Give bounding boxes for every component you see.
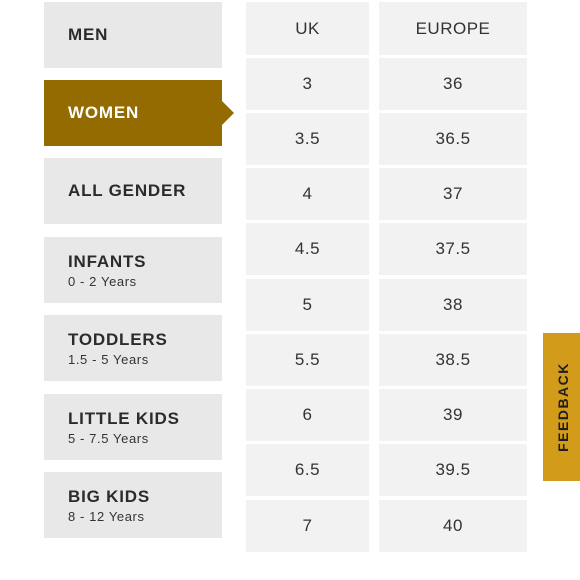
cell-europe: 37	[379, 168, 527, 220]
cell-europe: 36.5	[379, 113, 527, 165]
cell-uk: 6.5	[246, 444, 369, 496]
category-little-kids[interactable]: LITTLE KIDS 5 - 7.5 Years	[44, 394, 222, 460]
header-uk: UK	[246, 2, 369, 55]
cell-uk: 6	[246, 389, 369, 441]
category-label: ALL GENDER	[68, 181, 187, 200]
cell-uk: 4	[246, 168, 369, 220]
category-label: BIG KIDS	[68, 486, 150, 506]
category-age-range: 5 - 7.5 Years	[68, 430, 149, 446]
cell-uk: 3.5	[246, 113, 369, 165]
cell-uk: 5	[246, 279, 369, 331]
cell-uk: 4.5	[246, 223, 369, 275]
category-men[interactable]: MEN	[44, 2, 222, 68]
cell-europe: 40	[379, 500, 527, 552]
category-toddlers[interactable]: TODDLERS 1.5 - 5 Years	[44, 315, 222, 381]
category-age-range: 0 - 2 Years	[68, 273, 137, 289]
cell-europe: 39	[379, 389, 527, 441]
cell-uk: 5.5	[246, 334, 369, 386]
header-europe: EUROPE	[379, 2, 527, 55]
category-age-range: 8 - 12 Years	[68, 508, 145, 524]
cell-uk: 3	[246, 58, 369, 110]
category-age-range: 1.5 - 5 Years	[68, 351, 149, 367]
category-infants[interactable]: INFANTS 0 - 2 Years	[44, 237, 222, 303]
category-label: MEN	[68, 25, 109, 44]
feedback-button[interactable]: FEEDBACK	[543, 333, 580, 481]
feedback-label: FEEDBACK	[555, 362, 571, 452]
category-women[interactable]: WOMEN	[44, 80, 234, 146]
category-label: WOMEN	[68, 103, 140, 122]
category-all-gender[interactable]: ALL GENDER	[44, 158, 222, 224]
category-label: TODDLERS	[68, 329, 168, 349]
cell-europe: 37.5	[379, 223, 527, 275]
category-big-kids[interactable]: BIG KIDS 8 - 12 Years	[44, 472, 222, 538]
category-label: INFANTS	[68, 251, 147, 271]
cell-europe: 39.5	[379, 444, 527, 496]
cell-europe: 36	[379, 58, 527, 110]
cell-europe: 38	[379, 279, 527, 331]
category-label: LITTLE KIDS	[68, 408, 180, 428]
cell-europe: 38.5	[379, 334, 527, 386]
cell-uk: 7	[246, 500, 369, 552]
